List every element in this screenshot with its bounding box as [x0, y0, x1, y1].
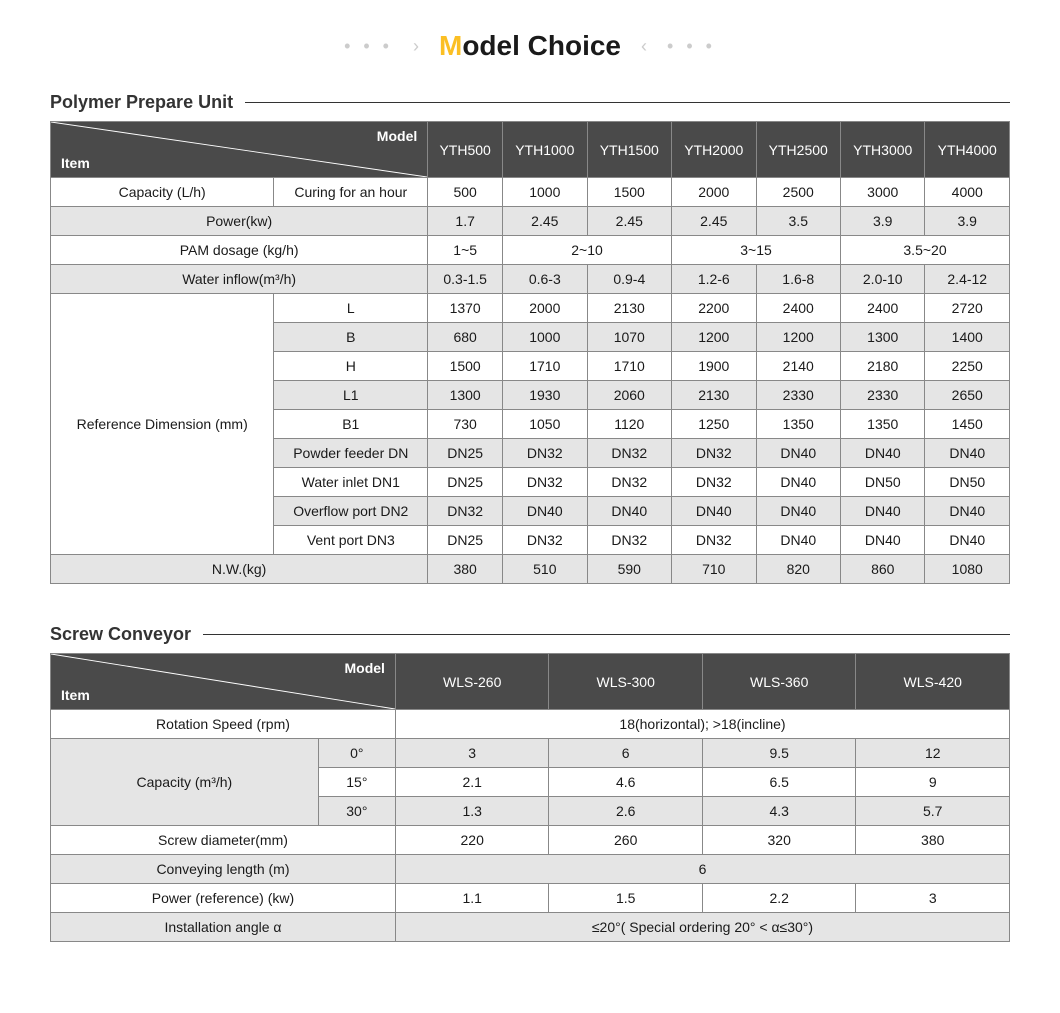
dots-left: • • •	[344, 36, 393, 57]
table-row: Screw diameter(mm) 220260320380	[51, 826, 1010, 855]
model-header: WLS-360	[702, 654, 856, 710]
table-row: Water inflow(m³/h) 0.3-1.5 0.6-3 0.9-4 1…	[51, 265, 1010, 294]
table-row: Power(kw) 1.7 2.45 2.45 2.45 3.5 3.9 3.9	[51, 207, 1010, 236]
model-header: YTH4000	[925, 122, 1010, 178]
model-header: WLS-260	[395, 654, 549, 710]
model-header: YTH3000	[841, 122, 925, 178]
table-row: Power (reference) (kw) 1.11.52.23	[51, 884, 1010, 913]
title-accent: M	[439, 30, 462, 61]
table-row: Capacity (m³/h) 0° 369.512	[51, 739, 1010, 768]
table-row: PAM dosage (kg/h) 1~5 2~10 3~15 3.5~20	[51, 236, 1010, 265]
table-row: Rotation Speed (rpm) 18(horizontal); >18…	[51, 710, 1010, 739]
arrow-left-icon: ‹	[641, 36, 647, 57]
table-row: Reference Dimension (mm) L 1370200021302…	[51, 294, 1010, 323]
corner-cell: Model Item	[51, 122, 428, 178]
model-header: WLS-300	[549, 654, 703, 710]
model-header: YTH2000	[672, 122, 756, 178]
table-row: Capacity (L/h) Curing for an hour 500 10…	[51, 178, 1010, 207]
table-row: Conveying length (m) 6	[51, 855, 1010, 884]
model-header: WLS-420	[856, 654, 1010, 710]
corner-cell: Model Item	[51, 654, 396, 710]
dots-right: • • •	[667, 36, 716, 57]
section-title-polymer: Polymer Prepare Unit	[50, 92, 1010, 113]
table-row: Installation angle α ≤20°( Special order…	[51, 913, 1010, 942]
model-header: YTH500	[428, 122, 503, 178]
screw-table: Model Item WLS-260 WLS-300 WLS-360 WLS-4…	[50, 653, 1010, 942]
title-rest: odel Choice	[462, 30, 621, 61]
section-title-screw: Screw Conveyor	[50, 624, 1010, 645]
arrow-right-icon: ›	[413, 36, 419, 57]
model-header: YTH1500	[587, 122, 671, 178]
model-header: YTH2500	[756, 122, 840, 178]
page-title-row: • • • › Model Choice ‹ • • •	[50, 30, 1010, 62]
table-row: N.W.(kg) 3805105907108208601080	[51, 555, 1010, 584]
model-header: YTH1000	[503, 122, 587, 178]
page-title: Model Choice	[439, 30, 621, 62]
polymer-table: Model Item YTH500 YTH1000 YTH1500 YTH200…	[50, 121, 1010, 584]
